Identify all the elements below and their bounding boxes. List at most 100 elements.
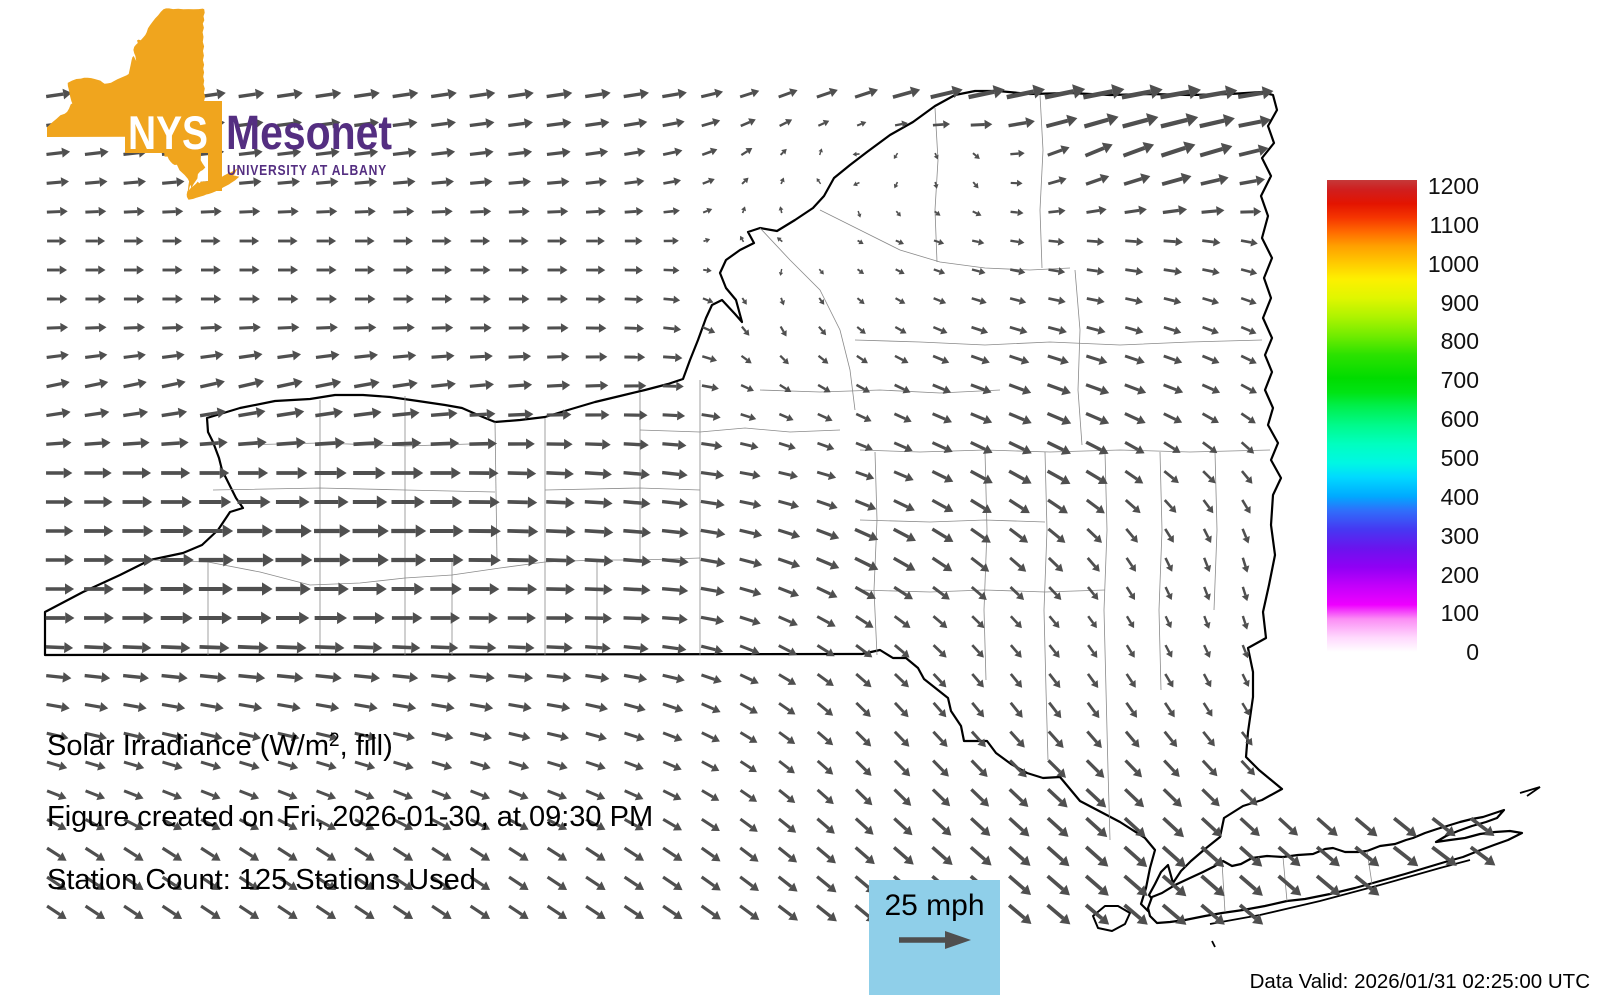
wind-arrow (893, 615, 911, 629)
wind-arrow (354, 147, 379, 158)
wind-arrow (1163, 237, 1183, 247)
wind-arrow (934, 210, 941, 216)
wind-arrow (661, 556, 689, 567)
wind-arrow (431, 904, 452, 920)
wind-arrow (969, 845, 992, 866)
wind-arrow (1202, 702, 1213, 717)
wind-arrow (1125, 615, 1135, 629)
wind-arrow (392, 875, 414, 891)
wind-arrow (779, 118, 793, 128)
wind-arrow (239, 760, 260, 771)
wind-arrow (700, 904, 721, 920)
wind-arrow (779, 148, 787, 156)
wind-arrow (469, 408, 496, 420)
wind-arrow (623, 643, 649, 654)
logo-gold-band (208, 101, 222, 191)
wind-arrow (855, 701, 871, 718)
wind-arrow (1202, 237, 1221, 247)
wind-arrow (855, 672, 872, 688)
wind-arrow (1085, 816, 1108, 838)
wind-arrow (1008, 527, 1029, 543)
wind-arrow (429, 553, 464, 567)
wind-arrow (1163, 702, 1175, 718)
wind-arrow (315, 118, 341, 129)
wind-arrow (854, 846, 875, 865)
colorbar-tick-label: 1000 (1427, 250, 1479, 277)
wind-arrow (84, 875, 106, 891)
wind-arrow (1047, 498, 1068, 514)
colorbar-tick-label: 100 (1440, 600, 1479, 627)
wind-arrow (624, 352, 646, 362)
wind-arrow (1046, 816, 1069, 837)
wind-arrow (239, 177, 262, 187)
wind-arrow (584, 555, 614, 567)
wind-arrow (854, 87, 878, 99)
wind-arrow (1048, 237, 1065, 246)
wind-arrow (700, 875, 721, 891)
wind-arrow (932, 730, 948, 747)
wind-arrow (315, 818, 337, 831)
wind-arrow (855, 643, 873, 658)
wind-arrow (1125, 237, 1144, 246)
wind-arrow (315, 378, 342, 389)
wind-arrow (1239, 175, 1265, 186)
wind-arrow (277, 846, 298, 861)
wind-arrow (46, 350, 69, 361)
wind-arrow (199, 407, 227, 419)
wind-arrow (46, 789, 67, 801)
wind-arrow (777, 586, 800, 598)
wind-arrow (1085, 498, 1105, 514)
wind-arrow (1201, 788, 1220, 807)
wind-arrow (1046, 903, 1071, 925)
wind-arrow (276, 611, 310, 625)
wind-arrow (1046, 469, 1071, 485)
wind-arrow (852, 151, 860, 157)
wind-arrow (547, 177, 570, 187)
wind-arrow (1240, 354, 1257, 365)
wind-arrow (1045, 114, 1078, 129)
wind-arrow (893, 181, 899, 189)
wind-arrow (893, 672, 909, 688)
wind-arrow (816, 499, 838, 511)
wind-arrow (585, 177, 607, 187)
wind-arrow (123, 177, 146, 187)
wind-arrow (354, 294, 376, 304)
wind-arrow (46, 875, 67, 891)
wind-arrow (779, 325, 787, 337)
wind-arrow (84, 467, 112, 479)
county-line (212, 487, 496, 493)
wind-arrow (469, 438, 498, 450)
long-island-outline (1146, 808, 1524, 925)
wind-arrow (931, 412, 952, 424)
wind-arrow (585, 439, 611, 450)
wind-arrow (470, 789, 491, 801)
wind-arrow (277, 118, 302, 129)
wind-arrow (507, 554, 539, 567)
colorbar-tick-label: 400 (1440, 483, 1479, 510)
wind-arrow (776, 237, 783, 243)
wind-arrow (547, 236, 568, 246)
wind-arrow (392, 437, 422, 450)
wind-arrow (354, 760, 376, 771)
wind-arrow (931, 788, 951, 807)
wind-arrow (586, 265, 606, 275)
wind-arrow (1163, 383, 1184, 395)
wind-arrow (1164, 528, 1174, 543)
wind-arrow (1008, 498, 1030, 514)
wind-arrow (122, 553, 154, 567)
wind-arrow (85, 236, 106, 246)
wind-arrow (1124, 730, 1140, 748)
wind-arrow (623, 526, 652, 538)
wind-arrow (470, 351, 493, 362)
wind-arrow (547, 265, 568, 275)
wind-arrow (1125, 644, 1135, 658)
wind-arrow (161, 904, 183, 920)
wind-arrow (702, 207, 713, 214)
wind-arrow (893, 644, 910, 658)
wind-arrow (857, 239, 864, 245)
wind-arrow (854, 585, 876, 600)
wind-arrow (392, 672, 419, 683)
wind-arrow (778, 731, 796, 744)
wind-scale-legend: 25 mph (869, 880, 1000, 995)
wind-arrow (239, 789, 260, 801)
